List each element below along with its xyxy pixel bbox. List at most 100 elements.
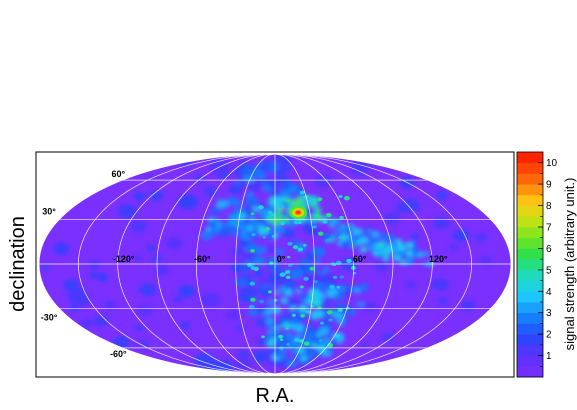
signal-blob bbox=[291, 344, 299, 350]
signal-blob bbox=[319, 277, 327, 283]
y-axis-label: declination bbox=[7, 216, 29, 312]
ra-tick-label: -120° bbox=[113, 254, 135, 264]
signal-blob bbox=[433, 216, 450, 230]
signal-blob bbox=[81, 318, 94, 328]
signal-blob bbox=[261, 179, 268, 185]
signal-blob bbox=[359, 246, 368, 253]
colorbar-segment bbox=[517, 205, 543, 217]
signal-blob bbox=[178, 194, 198, 210]
signal-blob bbox=[180, 321, 190, 329]
signal-blob bbox=[280, 318, 287, 323]
signal-blob bbox=[53, 242, 70, 255]
ra-tick-label: 0° bbox=[277, 254, 286, 264]
signal-blob bbox=[452, 229, 470, 242]
signal-blob bbox=[374, 239, 381, 244]
signal-blob bbox=[117, 203, 138, 219]
signal-blob bbox=[353, 287, 361, 294]
signal-blob bbox=[300, 313, 306, 318]
signal-blob bbox=[383, 212, 401, 225]
signal-blob bbox=[275, 248, 285, 256]
signal-blob bbox=[246, 225, 254, 232]
signal-blob bbox=[310, 196, 320, 204]
signal-blob bbox=[249, 281, 255, 286]
signal-blob bbox=[292, 240, 299, 245]
signal-blob bbox=[339, 224, 349, 231]
signal-blob bbox=[248, 309, 259, 317]
colorbar-segment bbox=[517, 216, 543, 228]
signal-blob bbox=[206, 226, 212, 231]
signal-blob bbox=[250, 212, 255, 216]
signal-blob bbox=[265, 308, 273, 315]
signal-blob bbox=[250, 266, 256, 270]
signal-blob bbox=[358, 236, 369, 245]
signal-blob bbox=[139, 283, 157, 296]
signal-blob bbox=[309, 310, 322, 320]
signal-blob bbox=[307, 227, 319, 236]
signal-blob bbox=[313, 279, 319, 284]
signal-blob bbox=[103, 300, 117, 310]
signal-blob bbox=[436, 191, 448, 200]
signal-blob bbox=[261, 335, 265, 339]
signal-blob bbox=[275, 351, 284, 358]
signal-blob bbox=[360, 342, 369, 349]
signal-blob bbox=[345, 225, 352, 230]
signal-blob bbox=[312, 225, 317, 229]
signal-blob bbox=[297, 331, 304, 336]
signal-blob bbox=[400, 198, 420, 213]
signal-blob bbox=[399, 259, 407, 265]
signal-blob bbox=[329, 284, 335, 289]
signal-blob bbox=[356, 301, 365, 308]
signal-blob bbox=[314, 174, 333, 188]
signal-blob bbox=[329, 218, 339, 225]
signal-blob bbox=[271, 306, 282, 314]
colorbar-segment bbox=[517, 259, 543, 271]
signal-blob bbox=[322, 219, 328, 224]
signal-blob bbox=[303, 276, 309, 281]
signal-blob bbox=[348, 309, 357, 316]
signal-blob bbox=[298, 195, 305, 201]
colorbar-tick-label: 10 bbox=[546, 158, 558, 169]
colorbar-segment bbox=[517, 227, 543, 239]
signal-blob bbox=[248, 304, 255, 309]
colorbar-segment bbox=[517, 344, 543, 356]
signal-blob bbox=[310, 213, 317, 219]
signal-blob bbox=[310, 327, 319, 334]
signal-blob bbox=[474, 233, 487, 243]
signal-blob bbox=[334, 293, 344, 301]
signal-blob bbox=[268, 210, 273, 215]
signal-blob bbox=[305, 310, 311, 314]
signal-blob bbox=[252, 168, 264, 176]
signal-blob bbox=[226, 309, 241, 320]
colorbar-tick-label: 2 bbox=[546, 330, 552, 341]
signal-blob bbox=[201, 292, 221, 307]
ra-tick-label: 120° bbox=[429, 254, 448, 264]
signal-blob bbox=[253, 245, 266, 255]
signal-blob bbox=[274, 290, 280, 295]
signal-blob bbox=[178, 285, 195, 298]
signal-blob bbox=[309, 219, 315, 224]
signal-blob bbox=[212, 218, 221, 224]
signal-blob bbox=[381, 248, 390, 255]
signal-blob bbox=[294, 353, 302, 360]
colorbar-tick-label: 1 bbox=[546, 351, 552, 362]
signal-blob bbox=[300, 285, 304, 289]
signal-blob bbox=[299, 190, 305, 195]
signal-blob bbox=[216, 199, 228, 209]
signal-blob bbox=[279, 286, 288, 293]
colorbar-segment bbox=[517, 237, 543, 249]
signal-blob bbox=[266, 323, 274, 329]
signal-blob bbox=[205, 231, 215, 239]
signal-blob bbox=[311, 246, 326, 258]
signal-blob bbox=[303, 341, 310, 346]
signal-blob bbox=[278, 204, 284, 209]
signal-blob bbox=[337, 308, 343, 312]
colorbar-segment bbox=[517, 302, 543, 314]
signal-blob bbox=[238, 350, 249, 359]
signal-blob bbox=[395, 239, 403, 245]
signal-blob bbox=[322, 232, 333, 241]
signal-blob bbox=[146, 244, 156, 252]
signal-blob bbox=[269, 188, 281, 197]
signal-blob bbox=[398, 251, 406, 257]
signal-blob bbox=[275, 225, 286, 234]
x-axis-label: R.A. bbox=[256, 385, 295, 407]
